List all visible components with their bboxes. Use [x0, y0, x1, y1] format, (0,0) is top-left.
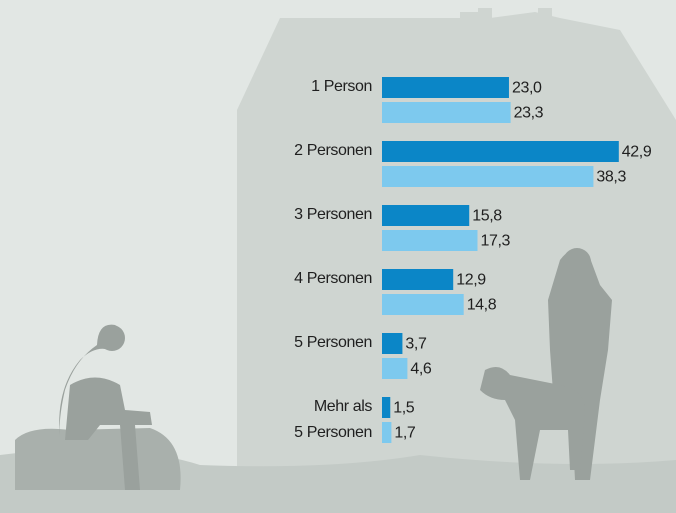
bar [382, 422, 391, 443]
category-label: 2 Personen [250, 138, 372, 164]
category-label: 5 Personen [250, 330, 372, 356]
category-label: 1 Person [250, 74, 372, 100]
value-label: 12,9 [456, 272, 486, 289]
value-label: 23,3 [514, 105, 544, 122]
value-label: 1,7 [394, 425, 416, 442]
value-label: 15,8 [472, 208, 502, 225]
bar [382, 77, 509, 98]
bar [382, 269, 453, 290]
value-label: 4,6 [410, 361, 432, 378]
category-label: 4 Personen [250, 266, 372, 292]
value-label: 23,0 [512, 80, 542, 97]
value-label: 17,3 [480, 233, 510, 250]
bar [382, 294, 464, 315]
bar [382, 397, 390, 418]
value-label: 14,8 [467, 297, 497, 314]
bar [382, 166, 593, 187]
category-label: Mehr als 5 Personen [250, 394, 372, 446]
bar [382, 230, 477, 251]
bar [382, 333, 402, 354]
category-label: 3 Personen [250, 202, 372, 228]
value-label: 38,3 [596, 169, 626, 186]
bar [382, 141, 619, 162]
value-label: 1,5 [393, 400, 415, 417]
value-label: 3,7 [405, 336, 427, 353]
bar [382, 102, 511, 123]
bar [382, 205, 469, 226]
chart: 23,0 23,3 42,9 38,3 15,8 17,3 12,9 14,8 3,7 4,6 1,… [0, 0, 676, 513]
bar [382, 358, 407, 379]
value-label: 42,9 [622, 144, 652, 161]
